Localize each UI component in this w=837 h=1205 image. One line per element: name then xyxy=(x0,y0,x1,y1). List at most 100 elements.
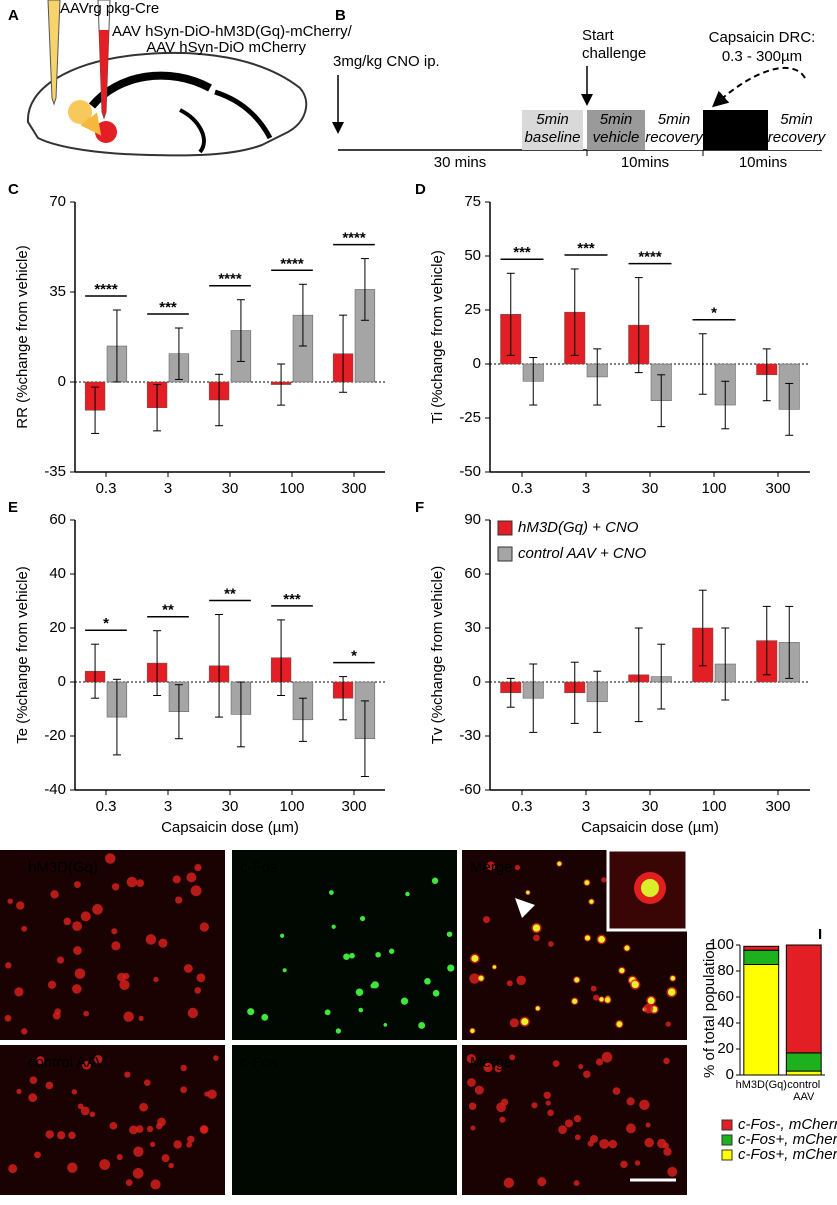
cell xyxy=(74,968,86,979)
y-tick-label: -35 xyxy=(44,463,66,480)
cell xyxy=(45,1081,54,1090)
cell xyxy=(564,1119,573,1128)
cell xyxy=(213,1055,219,1061)
cell xyxy=(645,1122,651,1128)
box-label: capsaicin xyxy=(704,129,767,146)
cell xyxy=(111,941,121,951)
cell xyxy=(168,1162,174,1169)
cell xyxy=(21,1028,28,1035)
y-tick-label: 0 xyxy=(58,373,66,390)
y-tick-label: 20 xyxy=(717,1040,734,1057)
nucleus xyxy=(446,931,453,937)
cell xyxy=(514,864,521,871)
significance-label: *** xyxy=(513,244,531,261)
cell xyxy=(199,922,209,932)
cell xyxy=(663,1147,672,1156)
cell xyxy=(126,876,138,888)
cell xyxy=(663,1142,670,1149)
cell xyxy=(124,1071,131,1078)
x-tick-label: 0.3 xyxy=(96,480,117,497)
y-axis-label: RR (%change from vehicle) xyxy=(14,245,31,428)
cell xyxy=(5,962,12,969)
cell xyxy=(626,1097,635,1106)
cell xyxy=(105,853,116,864)
cell xyxy=(94,1055,103,1064)
cell xyxy=(111,928,118,935)
nucleus xyxy=(619,967,625,974)
nucleus xyxy=(424,977,431,985)
panel-letter: A xyxy=(8,7,19,24)
y-tick-label: 50 xyxy=(464,247,481,264)
cell xyxy=(109,1122,118,1130)
cell xyxy=(486,861,496,871)
y-axis-label: Te (%change from vehicle) xyxy=(14,566,31,744)
significance-label: **** xyxy=(94,281,118,298)
box-label: baseline xyxy=(525,129,581,146)
image-label: c-Fos xyxy=(240,859,278,876)
cell xyxy=(71,1089,78,1095)
nucleus xyxy=(584,880,590,886)
cell xyxy=(494,1064,503,1073)
nucleus xyxy=(247,1008,255,1016)
cell xyxy=(150,1179,161,1190)
stacked-segment xyxy=(785,1052,822,1072)
label: AAV hSyn-DiO mCherry xyxy=(146,39,306,56)
cell xyxy=(663,1057,670,1065)
y-tick-label: -25 xyxy=(459,409,481,426)
cell xyxy=(468,1102,477,1110)
cell xyxy=(116,1153,123,1161)
x-tick-label: 0.3 xyxy=(96,798,117,815)
nucleus xyxy=(349,952,355,959)
micrograph xyxy=(0,1045,225,1195)
cell xyxy=(467,1078,476,1087)
cell xyxy=(470,1125,476,1131)
nucleus xyxy=(584,935,591,941)
cell xyxy=(7,898,13,904)
cell xyxy=(509,1054,516,1061)
stacked-segment xyxy=(743,945,780,951)
nucleus xyxy=(418,1022,426,1029)
y-axis-label: % of total population xyxy=(701,942,718,1078)
legend-swatch xyxy=(721,1119,733,1131)
cell xyxy=(547,1109,554,1117)
cell xyxy=(180,1086,188,1094)
cell xyxy=(157,1117,166,1127)
cell xyxy=(187,1007,199,1019)
cell xyxy=(496,1102,506,1113)
nucleus xyxy=(447,964,455,972)
arrowhead xyxy=(515,898,535,918)
cell xyxy=(4,1014,12,1022)
cell xyxy=(199,1125,209,1134)
cell xyxy=(83,1010,90,1017)
cell xyxy=(665,1021,671,1027)
nucleus xyxy=(389,948,395,954)
cell xyxy=(146,1125,154,1133)
nucleus xyxy=(670,975,676,981)
cell xyxy=(533,934,540,942)
panel-letter: F xyxy=(415,499,424,516)
cell xyxy=(57,1131,66,1140)
cell xyxy=(77,1103,84,1110)
cell xyxy=(509,1018,519,1028)
cell xyxy=(89,1111,96,1118)
y-tick-label: 70 xyxy=(49,193,66,210)
stacked-segment xyxy=(743,949,780,966)
cell xyxy=(558,1125,567,1135)
cell xyxy=(583,1070,591,1078)
nucleus xyxy=(631,980,639,989)
cell xyxy=(135,1125,144,1133)
y-tick-label: 40 xyxy=(49,565,66,582)
x-tick-label: 30 xyxy=(642,480,659,497)
cell xyxy=(484,1063,490,1069)
box-duration: 5min xyxy=(658,111,691,128)
nucleus xyxy=(383,1023,388,1027)
image-label: control AAV xyxy=(28,1054,105,1071)
cell xyxy=(47,980,57,990)
nucleus xyxy=(355,988,364,996)
cell xyxy=(132,1167,144,1179)
y-tick-label: 80 xyxy=(717,962,734,979)
nucleus xyxy=(535,1006,540,1011)
cell xyxy=(639,1099,650,1111)
stacked-segment xyxy=(785,1070,822,1076)
inset-nucleus xyxy=(641,879,659,897)
